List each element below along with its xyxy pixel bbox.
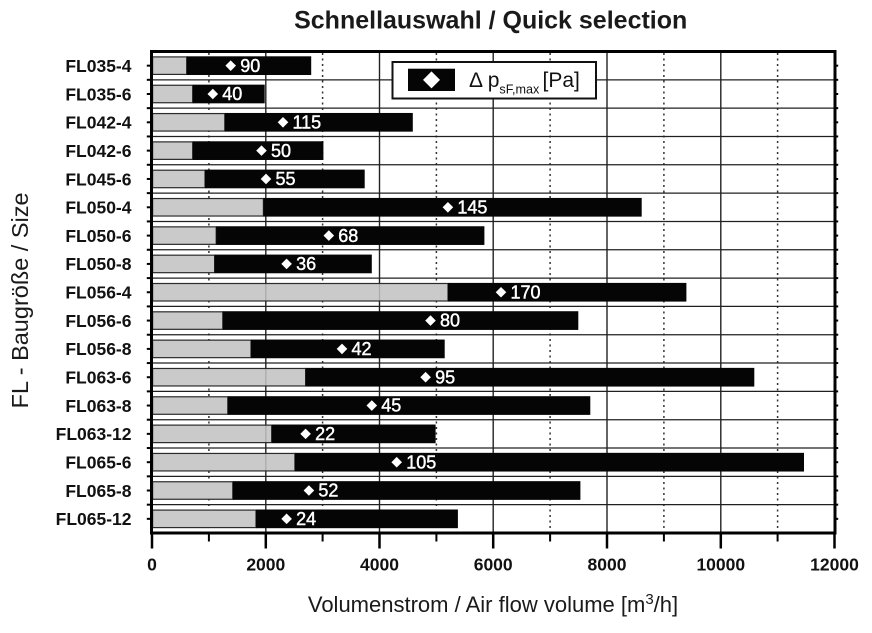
svg-text:FL035-4: FL035-4 <box>65 56 131 76</box>
svg-text:90: 90 <box>240 56 260 76</box>
svg-text:FL063-8: FL063-8 <box>65 396 131 416</box>
svg-text:FL056-8: FL056-8 <box>65 339 131 359</box>
svg-text:FL045-6: FL045-6 <box>65 169 131 189</box>
svg-text:Schnellauswahl / Quick selecti: Schnellauswahl / Quick selection <box>294 7 687 35</box>
svg-text:22: 22 <box>315 424 335 444</box>
svg-text:42: 42 <box>352 339 372 359</box>
svg-text:FL042-4: FL042-4 <box>65 113 131 133</box>
svg-text:12000: 12000 <box>810 555 859 575</box>
svg-text:FL063-6: FL063-6 <box>65 368 131 388</box>
svg-text:4000: 4000 <box>360 555 399 575</box>
svg-text:0: 0 <box>147 555 157 575</box>
svg-text:FL065-8: FL065-8 <box>65 481 131 501</box>
svg-text:FL050-4: FL050-4 <box>65 198 131 218</box>
svg-text:FL035-6: FL035-6 <box>65 84 131 104</box>
svg-text:Volumenstrom / Air flow volume: Volumenstrom / Air flow volume [m3/h] <box>308 591 678 617</box>
svg-text:80: 80 <box>440 311 460 331</box>
svg-text:FL042-6: FL042-6 <box>65 141 131 161</box>
svg-text:[Pa]: [Pa] <box>543 69 580 92</box>
svg-text:170: 170 <box>511 282 541 302</box>
svg-text:55: 55 <box>276 169 296 189</box>
svg-text:10000: 10000 <box>696 555 745 575</box>
svg-text:Δ psF,max: Δ psF,max <box>469 69 540 97</box>
svg-text:115: 115 <box>293 112 322 132</box>
svg-text:FL050-6: FL050-6 <box>65 226 131 246</box>
svg-text:68: 68 <box>338 226 358 246</box>
svg-text:FL050-8: FL050-8 <box>65 254 131 274</box>
svg-text:FL065-12: FL065-12 <box>56 509 132 529</box>
svg-text:52: 52 <box>318 481 338 501</box>
svg-text:36: 36 <box>296 254 316 274</box>
svg-text:40: 40 <box>222 84 242 104</box>
svg-text:6000: 6000 <box>474 555 513 575</box>
svg-text:FL063-12: FL063-12 <box>56 424 132 444</box>
svg-text:45: 45 <box>381 396 401 416</box>
svg-text:50: 50 <box>271 141 291 161</box>
svg-text:FL - Baugröße / Size: FL - Baugröße / Size <box>7 192 33 408</box>
svg-text:145: 145 <box>457 197 487 217</box>
svg-text:2000: 2000 <box>246 555 285 575</box>
svg-text:105: 105 <box>406 452 436 472</box>
svg-text:95: 95 <box>435 367 455 387</box>
svg-text:24: 24 <box>296 509 316 529</box>
svg-text:FL056-4: FL056-4 <box>65 283 131 303</box>
svg-text:FL056-6: FL056-6 <box>65 311 131 331</box>
svg-text:8000: 8000 <box>588 555 627 575</box>
svg-text:FL065-6: FL065-6 <box>65 452 131 472</box>
